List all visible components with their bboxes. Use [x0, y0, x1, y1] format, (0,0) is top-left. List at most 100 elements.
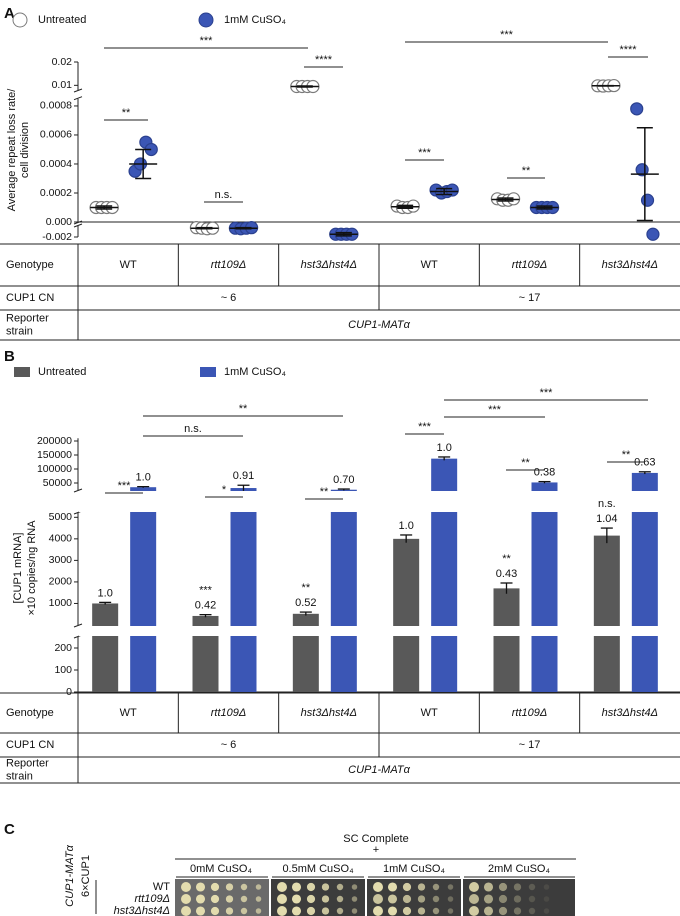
yeast-spot: [277, 894, 287, 904]
yeast-spot: [336, 883, 344, 891]
y-tick-label: 0.0008: [40, 100, 72, 112]
y-tick-label: 2000: [49, 576, 73, 588]
legend-marker: [198, 12, 214, 28]
yeast-spot: [528, 895, 536, 903]
yeast-spot: [498, 882, 508, 892]
axis-break: [73, 88, 83, 93]
yeast-spot: [291, 882, 302, 892]
yeast-spot: [210, 882, 220, 892]
genotype-cell: WT: [120, 707, 137, 719]
yeast-spot: [447, 896, 454, 902]
value-label: 0.38: [534, 467, 555, 479]
yeast-spot: [277, 906, 287, 916]
yeast-spot: [469, 882, 479, 892]
error-bar: [530, 205, 559, 210]
y-tick-label: 0.0004: [40, 158, 72, 170]
yeast-spot: [543, 884, 550, 890]
genotype-cell: hst3Δhst4Δ: [602, 707, 658, 719]
bar: [593, 535, 620, 692]
value-label: 1.0: [98, 587, 113, 599]
genotype-cell: WT: [421, 259, 438, 271]
yeast-spot: [195, 894, 206, 904]
significance: ***: [540, 387, 554, 399]
value-label: 0.42: [195, 600, 216, 612]
yeast-spot: [447, 884, 454, 890]
value-label: 1.0: [136, 472, 151, 484]
yeast-spot: [195, 882, 206, 892]
value-label: 0.63: [634, 457, 655, 469]
significance: **: [302, 582, 311, 594]
data-point: [630, 102, 644, 116]
y-tick-label: 200: [54, 642, 72, 654]
y-tick-label: 3000: [49, 554, 73, 566]
bar: [330, 489, 357, 692]
yeast-spot: [417, 895, 426, 903]
y-tick-label: 50000: [43, 477, 72, 489]
bar: [292, 613, 319, 692]
value-label: 0.91: [233, 470, 254, 482]
axis-break: [73, 623, 83, 628]
significance: n.s.: [215, 189, 233, 201]
yeast-spot: [513, 895, 522, 903]
row-label: Reporter: [6, 312, 49, 324]
yeast-spot: [240, 895, 248, 903]
y-tick-label: 4000: [49, 533, 73, 545]
yeast-spot: [255, 908, 262, 914]
yeast-spot: [402, 882, 412, 892]
yeast-spot: [373, 882, 383, 892]
axis-break: [73, 223, 83, 228]
y-axis-label: [CUP1 mRNA]: [12, 533, 24, 604]
value-label: 1.0: [399, 520, 414, 532]
significance: ***: [500, 29, 514, 41]
significance: ***: [418, 421, 432, 433]
strain-label: hst3Δhst4Δ: [114, 905, 170, 916]
yeast-spot: [210, 906, 220, 916]
bar: [531, 482, 558, 692]
data-point: [640, 193, 655, 207]
significance: ***: [418, 147, 432, 159]
significance: **: [239, 403, 248, 415]
y-tick-label: 1000: [49, 597, 73, 609]
yeast-spot: [181, 906, 191, 916]
error-bar: [491, 197, 520, 202]
data-point: [445, 183, 459, 197]
yeast-spot: [402, 894, 412, 904]
strain-label: WT: [153, 881, 170, 893]
copy-number-cell: ~ 17: [519, 739, 541, 751]
panel-label: A: [4, 5, 15, 22]
reporter-cell: CUP1-MATα: [348, 764, 410, 776]
significance: ***: [199, 585, 213, 597]
y-tick-label: 100000: [37, 463, 72, 475]
panel-label: B: [4, 348, 15, 365]
y-tick-label: 0.000: [46, 216, 72, 228]
value-label: 0.52: [295, 597, 316, 609]
yeast-spot: [195, 906, 206, 916]
significance: **: [320, 486, 329, 498]
yeast-spot: [373, 894, 383, 904]
error-bar: [391, 204, 420, 209]
yeast-spot: [417, 907, 426, 915]
yeast-spot: [181, 882, 191, 892]
genotype-cell: rtt109Δ: [512, 707, 548, 719]
copy-number-cell: ~ 6: [221, 739, 237, 751]
significance: ***: [488, 404, 502, 416]
error-bar: [90, 205, 119, 210]
significance: **: [521, 457, 530, 469]
significance: ***: [200, 35, 214, 47]
error-bar: [430, 187, 459, 196]
y-tick-label: 200000: [37, 435, 72, 447]
legend-marker: [12, 12, 28, 28]
yeast-spot: [321, 895, 330, 903]
yeast-spot: [543, 896, 550, 902]
yeast-spot: [387, 894, 398, 904]
y-tick-label: 150000: [37, 449, 72, 461]
genotype-cell: hst3Δhst4Δ: [301, 707, 357, 719]
error-bar: [190, 226, 219, 230]
reporter-cell: CUP1-MATα: [348, 319, 410, 331]
bar: [92, 603, 119, 692]
error-bar: [129, 148, 158, 180]
yeast-spot: [306, 906, 316, 916]
yeast-spot: [543, 908, 550, 914]
